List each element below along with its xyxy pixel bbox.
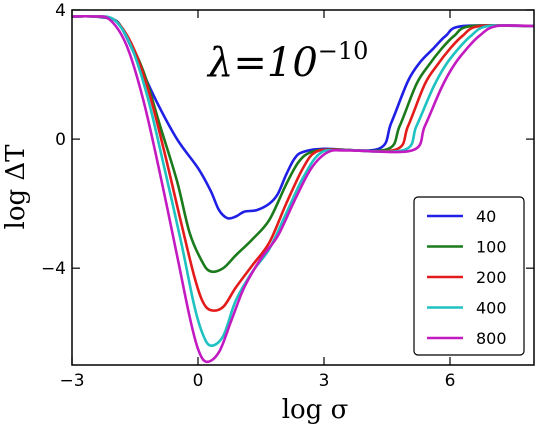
x-tick-label: 6 — [445, 371, 456, 391]
x-axis-label: log σ — [282, 395, 349, 425]
legend-box — [413, 196, 525, 356]
ticks-layer: −3 0 3 640−4 — [41, 1, 534, 391]
y-tick-label: −4 — [41, 259, 66, 279]
series-layer — [72, 14, 534, 364]
legend-label-100: 100 — [476, 238, 507, 257]
y-axis-label: log ΔT — [1, 144, 31, 230]
legend-label-800: 800 — [476, 329, 507, 348]
legend-label-200: 200 — [476, 268, 507, 287]
series-line-800 — [72, 14, 534, 364]
legend: 40 100 200 400 800 — [413, 196, 525, 356]
x-tick-label: 0 — [193, 371, 204, 391]
chart-annotation: λ=10−10 — [206, 37, 368, 86]
y-tick-label: 0 — [55, 130, 66, 150]
annotation-base: λ=10 — [206, 40, 318, 86]
series-line-200 — [72, 14, 534, 312]
x-tick-label: −3 — [59, 371, 84, 391]
legend-label-40: 40 — [476, 207, 496, 226]
legend-label-400: 400 — [476, 299, 507, 318]
annotation-exponent: −10 — [318, 37, 369, 65]
x-tick-label: 3 — [319, 371, 330, 391]
plot-frame — [71, 9, 535, 366]
y-tick-label: 4 — [55, 1, 66, 21]
